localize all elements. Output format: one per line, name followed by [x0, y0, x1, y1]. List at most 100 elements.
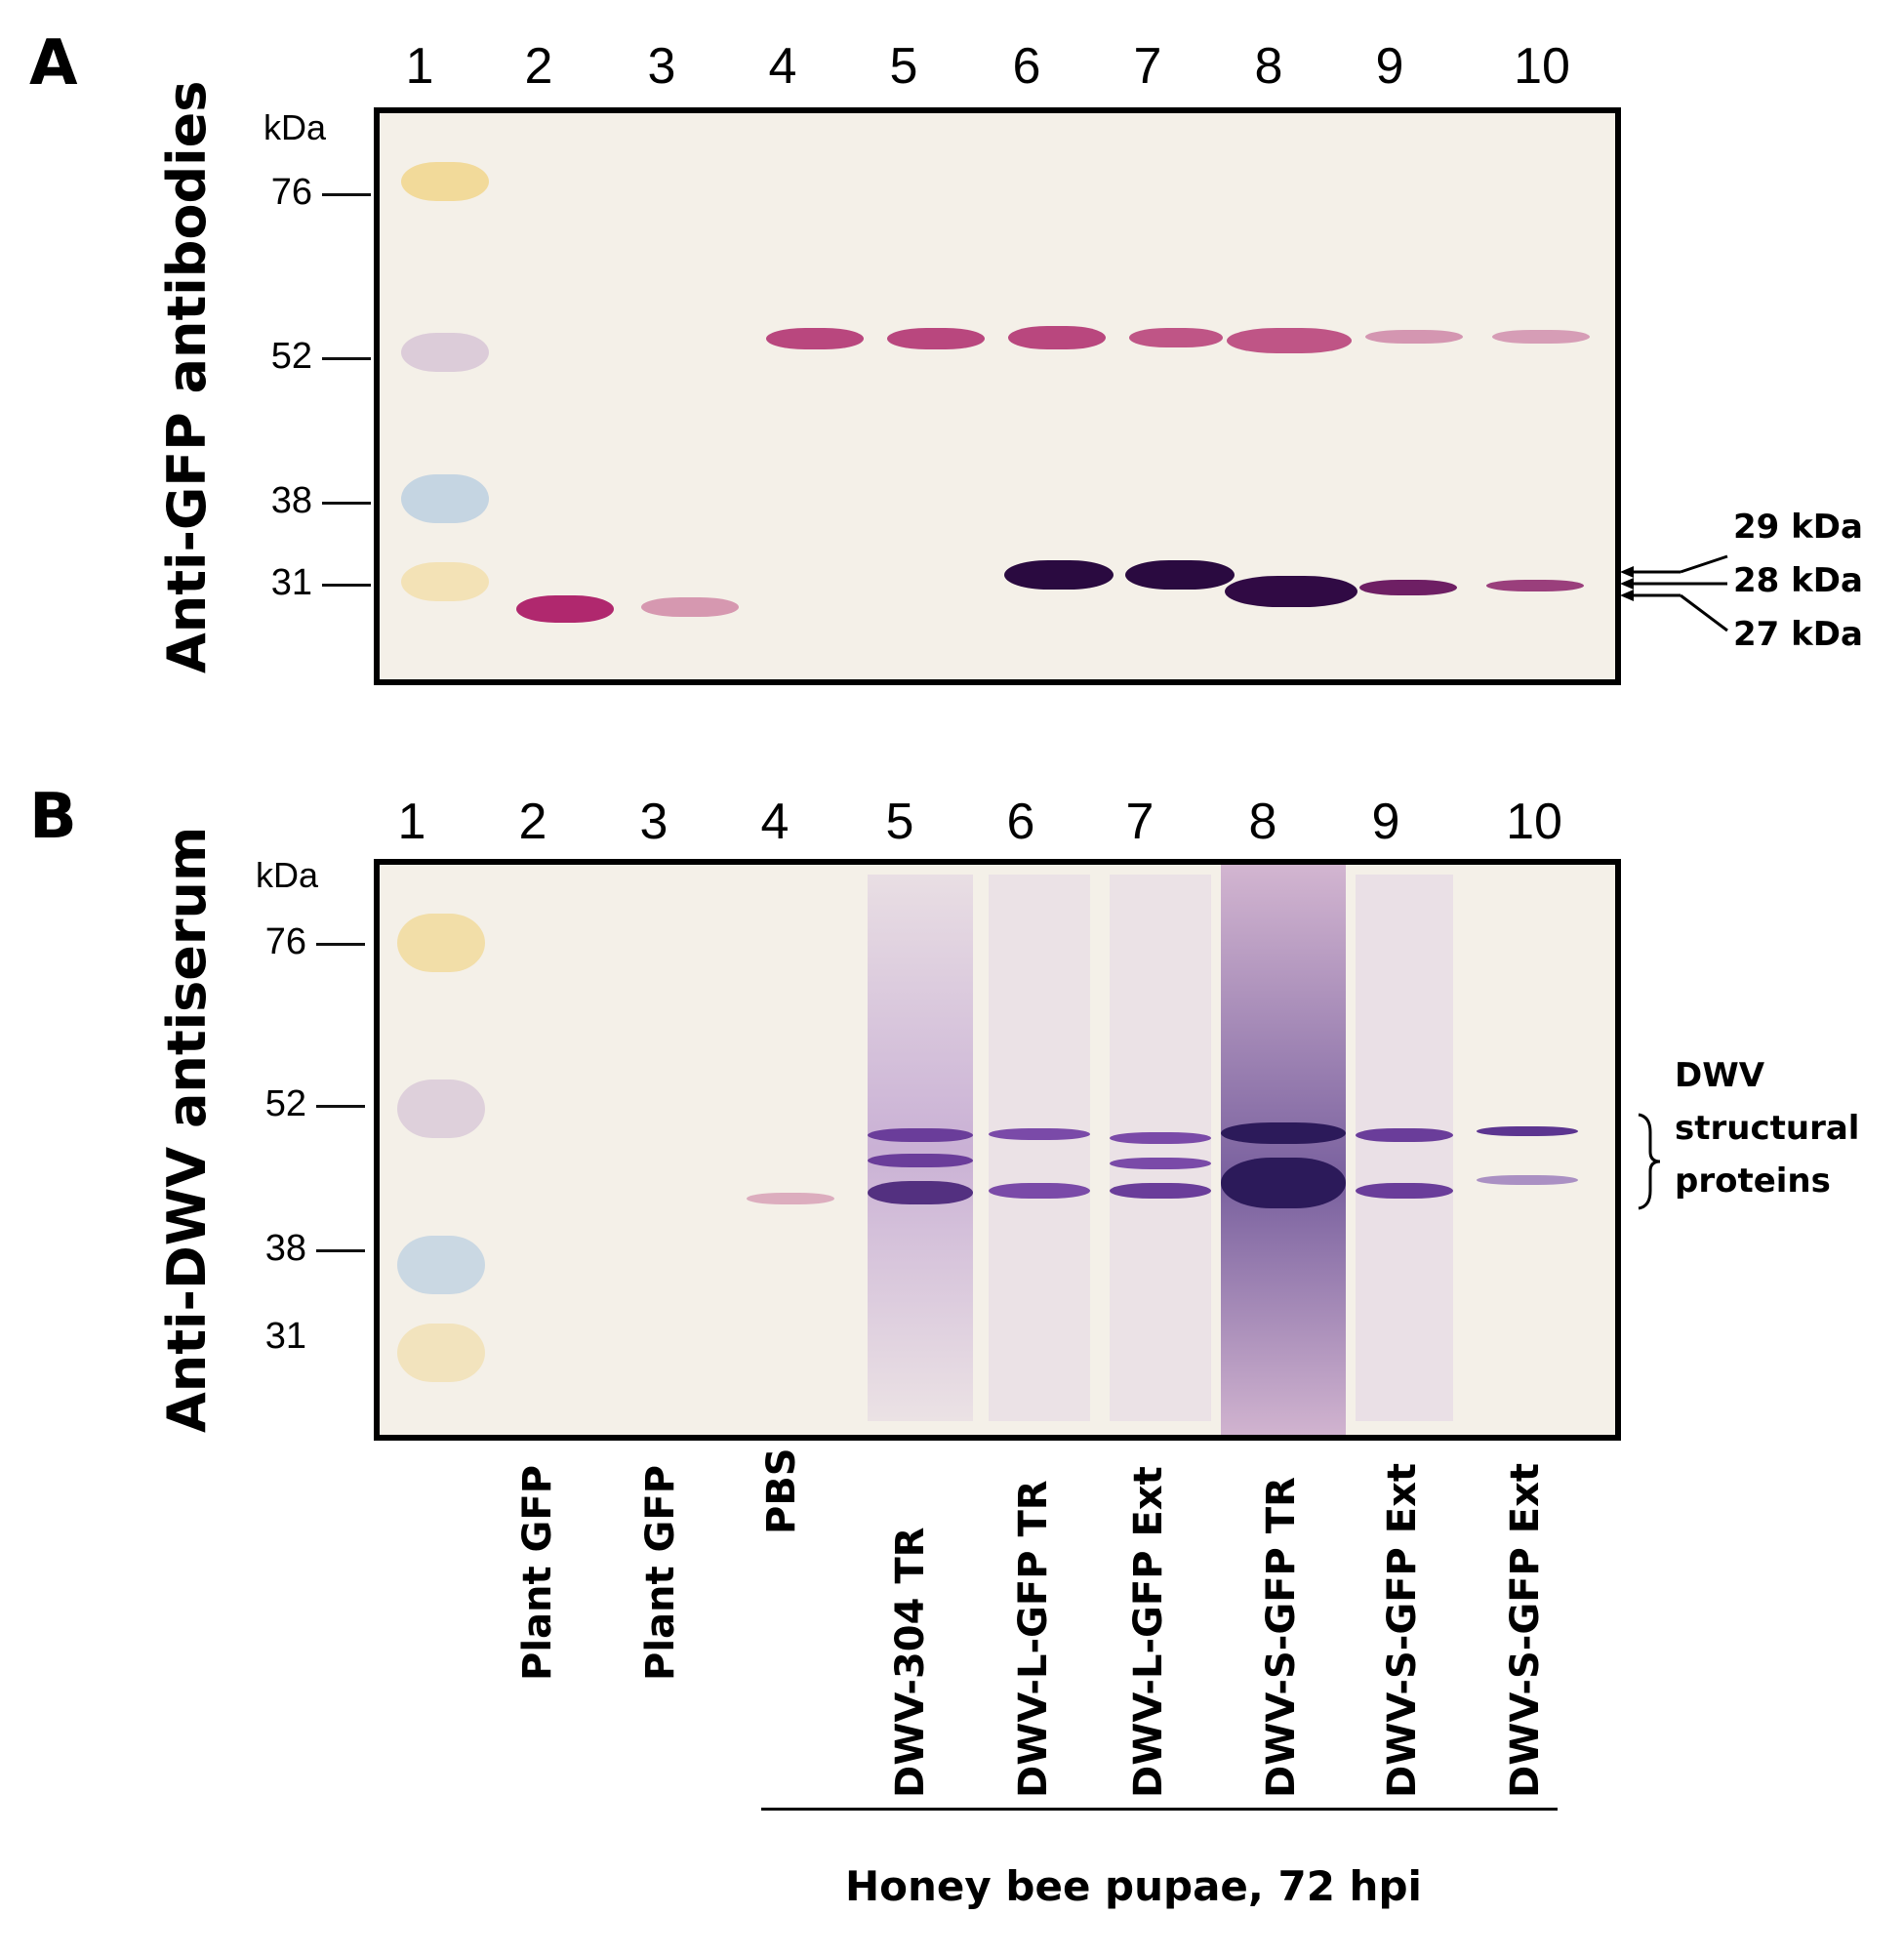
panel-b-tick-52: [316, 1105, 365, 1108]
panel-b-lane-number-2: 2: [518, 794, 547, 850]
panel-b-marker-52: 52: [264, 1083, 306, 1124]
panel-a-marker-38: 38: [270, 480, 312, 521]
panel-b-letter: B: [29, 781, 77, 853]
band-lane-6: [989, 1128, 1090, 1140]
lane-label-10: DWV-S-GFP Ext: [1503, 1462, 1548, 1798]
lane-label-4: PBS: [759, 1447, 804, 1534]
band-lane-5: [887, 328, 985, 349]
band-lane-8: [1221, 1122, 1346, 1144]
ladder-band: [397, 914, 485, 972]
band-lane-6-gfp: [1004, 560, 1114, 590]
band-lane-10-gfp: [1486, 580, 1584, 591]
panel-a-lane-number-7: 7: [1133, 38, 1162, 95]
band-lane-9: [1365, 330, 1463, 344]
panel-a-arrows: [1620, 554, 1728, 632]
band-lane-5: [868, 1154, 973, 1167]
smear-lane-8: [1221, 865, 1346, 1435]
smear-lane-9: [1356, 875, 1453, 1421]
panel-a-lane-number-9: 9: [1375, 38, 1404, 95]
band-lane-7: [1110, 1132, 1211, 1144]
panel-b-lane-number-4: 4: [760, 794, 790, 850]
panel-a-marker-76: 76: [270, 172, 312, 213]
panel-a-lane-number-6: 6: [1012, 38, 1041, 95]
panel-b-lane-number-1: 1: [397, 794, 426, 850]
panel-a-marker-31: 31: [270, 562, 312, 603]
panel-b-lane-number-7: 7: [1125, 794, 1155, 850]
panel-a-lane-number-4: 4: [768, 38, 797, 95]
panel-a-tick-52: [322, 357, 371, 360]
annotation-dwv-line-3: proteins: [1675, 1161, 1831, 1201]
band-lane-7: [1110, 1158, 1211, 1169]
band-lane-6: [1008, 326, 1106, 349]
band-lane-10: [1477, 1126, 1578, 1136]
structural-proteins-brace: [1638, 1113, 1661, 1210]
band-lane-8-gfp: [1225, 576, 1357, 607]
band-lane-9: [1356, 1128, 1453, 1142]
panel-b-lane-number-8: 8: [1248, 794, 1277, 850]
annotation-dwv-line-2: structural: [1675, 1109, 1860, 1148]
panel-a-marker-52: 52: [270, 336, 312, 377]
lane-label-3: Plant GFP: [638, 1464, 683, 1681]
panel-a-lane-number-1: 1: [405, 38, 434, 95]
figure-footer: Honey bee pupae, 72 hpi: [845, 1862, 1422, 1910]
band-lane-10: [1492, 330, 1590, 344]
ladder-band: [397, 1236, 485, 1294]
smear-lane-6: [989, 875, 1090, 1421]
ladder-band: [397, 1080, 485, 1138]
ladder-band: [401, 333, 489, 372]
annotation-28-kda: 28 kDa: [1733, 561, 1863, 600]
ladder-band: [401, 562, 489, 601]
smear-lane-5: [868, 875, 973, 1421]
panel-b-marker-38: 38: [264, 1228, 306, 1269]
band-lane-9-gfp: [1359, 580, 1457, 595]
panel-a-kda-label: kDa: [263, 107, 327, 147]
annotation-27-kda: 27 kDa: [1733, 615, 1863, 654]
panel-b-title: Anti-DWV antiserum: [156, 826, 218, 1433]
panel-b-lane-number-5: 5: [885, 794, 914, 850]
panel-a-lane-number-3: 3: [647, 38, 676, 95]
lane-label-9: DWV-S-GFP Ext: [1380, 1462, 1425, 1798]
band-lane-6: [989, 1183, 1090, 1199]
panel-b-marker-76: 76: [264, 921, 306, 962]
band-lane-9: [1356, 1183, 1453, 1199]
panel-b-gel: [374, 859, 1621, 1441]
band-lane-8: [1227, 328, 1352, 353]
band-lane-2: [516, 595, 614, 623]
panel-a-lane-number-8: 8: [1254, 38, 1283, 95]
band-lane-5: [868, 1181, 973, 1204]
panel-a-tick-38: [322, 502, 371, 505]
panel-a-lane-number-10: 10: [1514, 38, 1570, 95]
panel-b-marker-31: 31: [264, 1316, 306, 1357]
panel-a-lane-number-5: 5: [889, 38, 918, 95]
band-lane-7: [1110, 1183, 1211, 1199]
ladder-band: [401, 162, 489, 201]
smear-lane-7: [1110, 875, 1211, 1421]
lane-label-2: Plant GFP: [515, 1464, 560, 1681]
group-bracket-line: [761, 1808, 1558, 1811]
annotation-29-kda: 29 kDa: [1733, 508, 1863, 547]
band-lane-4: [766, 328, 864, 349]
lane-label-7: DWV-L-GFP Ext: [1126, 1466, 1171, 1798]
band-lane-7-gfp: [1125, 560, 1235, 590]
ladder-band: [401, 474, 489, 523]
panel-b-tick-76: [316, 943, 365, 946]
annotation-dwv-line-1: DWV: [1675, 1056, 1765, 1095]
band-lane-10: [1477, 1175, 1578, 1185]
band-lane-4: [747, 1193, 834, 1204]
panel-b-kda-label: kDa: [256, 855, 319, 895]
panel-b-lane-number-10: 10: [1506, 794, 1562, 850]
panel-b-lane-number-9: 9: [1371, 794, 1400, 850]
panel-b-lane-number-6: 6: [1006, 794, 1035, 850]
panel-a-gel: [374, 107, 1621, 685]
panel-b-lane-number-3: 3: [639, 794, 668, 850]
band-lane-5: [868, 1128, 973, 1142]
lane-label-5: DWV-304 TR: [888, 1527, 933, 1798]
lane-label-6: DWV-L-GFP TR: [1011, 1480, 1056, 1798]
panel-a-letter: A: [29, 27, 78, 100]
panel-a-title: Anti-GFP antibodies: [156, 80, 218, 673]
panel-b-tick-38: [316, 1249, 365, 1252]
panel-a-lane-number-2: 2: [524, 38, 553, 95]
panel-a-tick-31: [322, 584, 371, 587]
lane-label-8: DWV-S-GFP TR: [1259, 1477, 1304, 1798]
panel-a-tick-76: [322, 193, 371, 196]
